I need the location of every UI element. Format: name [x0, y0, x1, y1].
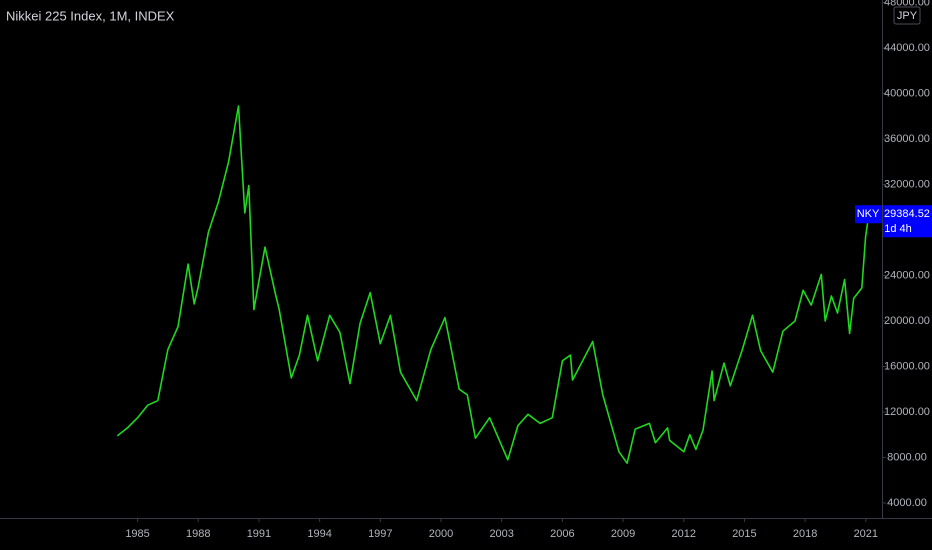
countdown: 1d 4h: [884, 223, 912, 235]
x-tick-label: 1997: [368, 528, 392, 540]
y-tick-label: 44000.00: [884, 42, 930, 54]
x-tick-label: 2018: [793, 528, 817, 540]
last-price: 29384.52: [884, 208, 930, 220]
y-tick-label: 32000.00: [884, 178, 930, 190]
x-tick-label: 2003: [489, 528, 513, 540]
symbol: NKY: [857, 208, 880, 220]
y-tick-label: 24000.00: [884, 269, 930, 281]
x-tick-label: 1985: [125, 528, 149, 540]
currency-badge[interactable]: [893, 6, 921, 25]
y-tick-label: 16000.00: [884, 360, 930, 372]
currency: JPY: [897, 10, 918, 22]
chart-title: Nikkei 225 Index, 1M, INDEX: [6, 8, 175, 23]
y-tick-label: 4000.00: [887, 497, 927, 509]
symbol-badge: [855, 205, 882, 224]
y-tick-label: 12000.00: [884, 406, 930, 418]
y-tick-label: 8000.00: [887, 451, 927, 463]
y-tick-label: 40000.00: [884, 87, 930, 99]
price-badge: [883, 205, 932, 238]
x-tick-label: 2021: [854, 528, 878, 540]
x-tick-label: 2012: [672, 528, 696, 540]
price-line: [116, 105, 870, 464]
y-tick-label: 20000.00: [884, 315, 930, 327]
y-tick-label: 36000.00: [884, 133, 930, 145]
x-tick-label: 1988: [186, 528, 210, 540]
x-tick-label: 2009: [611, 528, 635, 540]
x-tick-label: 1994: [307, 528, 331, 540]
x-tick-label: 2006: [550, 528, 574, 540]
x-tick-label: 2000: [429, 528, 453, 540]
x-tick-label: 1991: [247, 528, 271, 540]
y-tick-label: 48000.00: [884, 0, 930, 8]
x-tick-label: 2015: [732, 528, 756, 540]
